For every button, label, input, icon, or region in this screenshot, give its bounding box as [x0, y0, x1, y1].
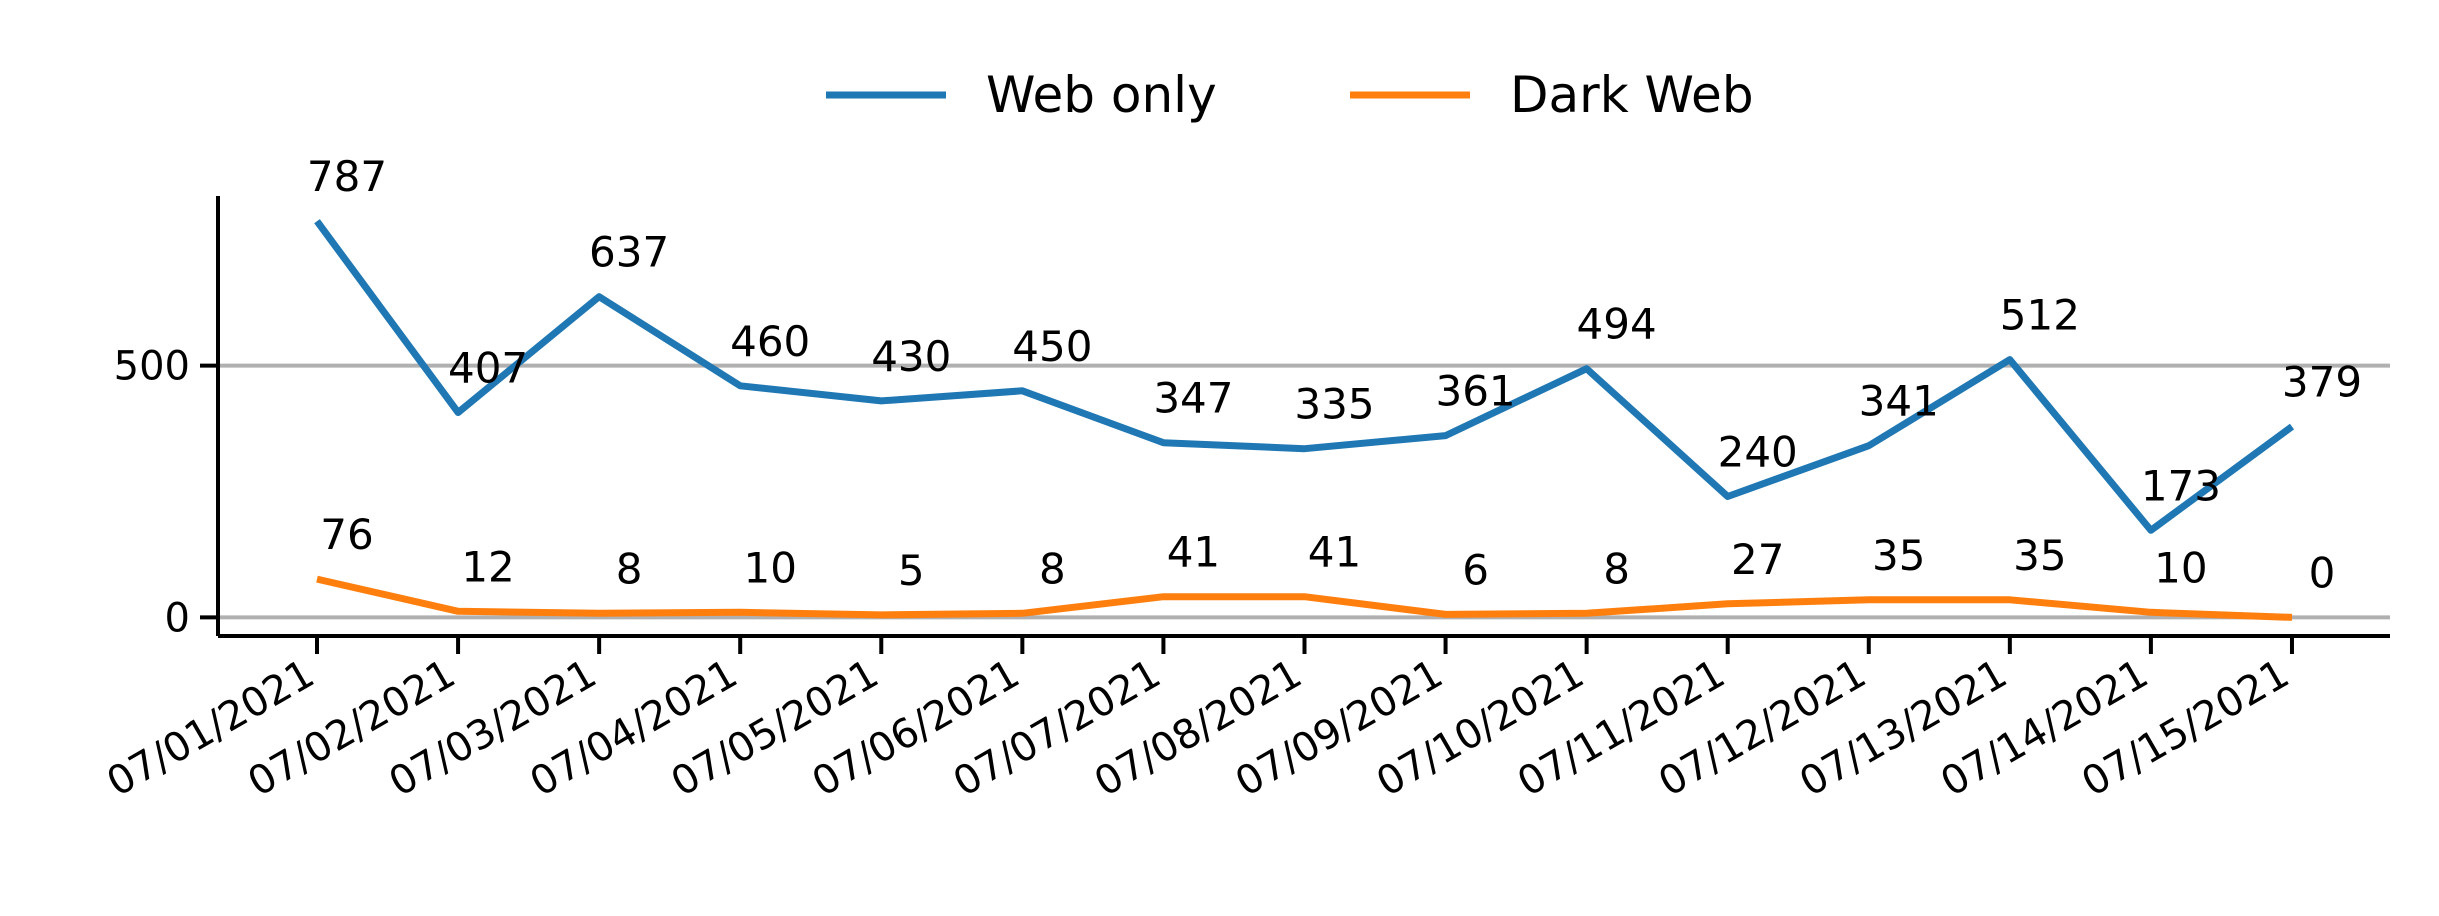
data-label-web-only-5: 430 [871, 332, 951, 381]
data-label-web-only-10: 494 [1577, 300, 1657, 349]
data-label-dark-web-4: 10 [743, 543, 796, 592]
data-label-dark-web-15: 0 [2309, 548, 2336, 597]
data-label-dark-web-11: 27 [1731, 535, 1784, 584]
data-label-dark-web-5: 5 [898, 546, 925, 595]
data-label-dark-web-8: 41 [1308, 528, 1361, 577]
data-label-web-only-15: 379 [2282, 358, 2362, 407]
data-label-web-only-2: 407 [448, 343, 528, 392]
data-label-web-only-3: 637 [589, 228, 669, 277]
legend: Web only Dark Web [826, 66, 1754, 124]
data-label-dark-web-12: 35 [1872, 531, 1925, 580]
data-label-web-only-14: 173 [2141, 461, 2221, 510]
data-label-web-only-4: 460 [730, 317, 810, 366]
data-label-web-only-6: 450 [1012, 322, 1092, 371]
data-label-dark-web-14: 10 [2154, 543, 2207, 592]
data-label-dark-web-9: 6 [1462, 545, 1489, 594]
data-label-web-only-7: 347 [1153, 374, 1233, 423]
data-label-dark-web-10: 8 [1603, 544, 1630, 593]
legend-label-web-only: Web only [986, 66, 1217, 124]
data-label-dark-web-7: 41 [1167, 528, 1220, 577]
legend-label-dark-web: Dark Web [1510, 66, 1754, 124]
y-tick-label-500: 500 [114, 344, 190, 390]
y-tick-label-0: 0 [165, 595, 190, 641]
data-label-web-only-11: 240 [1718, 428, 1798, 477]
data-label-web-only-13: 512 [2000, 291, 2080, 340]
data-label-web-only-1: 787 [307, 152, 387, 201]
data-label-dark-web-1: 76 [320, 510, 373, 559]
data-label-web-only-9: 361 [1435, 367, 1515, 416]
data-label-web-only-8: 335 [1294, 380, 1374, 429]
data-label-dark-web-2: 12 [461, 542, 514, 591]
series-line-dark-web [316, 575, 2293, 621]
data-label-dark-web-6: 8 [1039, 544, 1066, 593]
series-lines [314, 219, 2295, 621]
data-label-dark-web-13: 35 [2013, 531, 2066, 580]
series-line-web-only [314, 219, 2295, 534]
grid-lines [218, 363, 2390, 620]
data-label-web-only-12: 341 [1859, 377, 1939, 426]
data-label-dark-web-3: 8 [616, 544, 643, 593]
